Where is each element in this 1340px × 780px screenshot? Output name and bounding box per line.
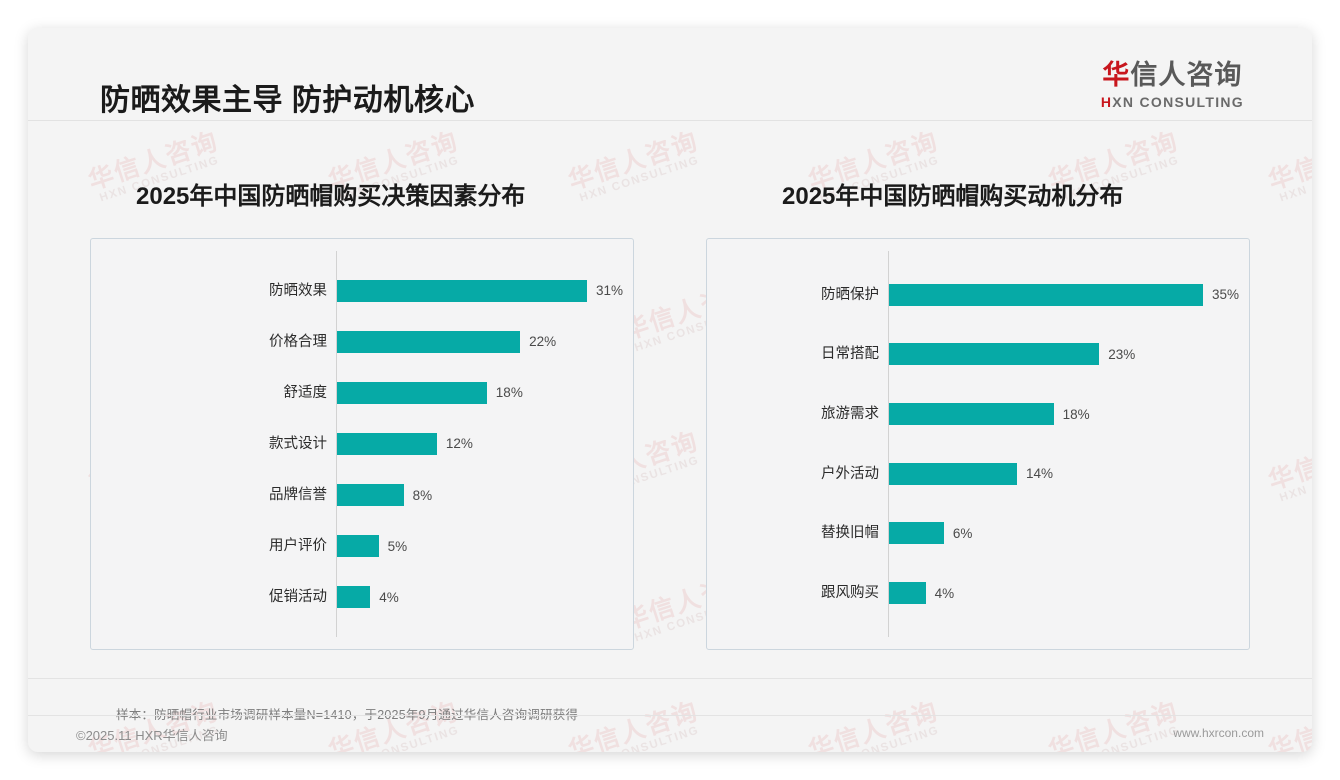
bar-value-label: 18%: [495, 385, 523, 401]
bar-row: 户外活动 14%: [707, 462, 1249, 485]
bar-track: 6%: [889, 522, 1239, 545]
bar-category-label: 防晒保护: [821, 286, 879, 303]
chart-panel-decision-factors: 防晒效果 31% 价格合理 22% 舒适度 18% 款式设计 12% 品牌信誉 8% 用户评价 5% 促…: [90, 238, 634, 650]
bar-category-label: 品牌信誉: [269, 487, 327, 504]
bar-track: 18%: [337, 381, 623, 404]
bar-category-label: 替换旧帽: [821, 525, 879, 542]
bar-value-label: 31%: [595, 283, 623, 299]
bar-row: 价格合理 22%: [91, 330, 633, 353]
page-title: 防晒效果主导 防护动机核心: [100, 84, 475, 117]
bar-track: 12%: [337, 432, 623, 455]
chart-panel-purchase-motivation: 防晒保护 35% 日常搭配 23% 旅游需求 18% 户外活动 14% 替换旧帽 6% 跟风购买 4%: [706, 238, 1250, 650]
bar-row: 舒适度 18%: [91, 381, 633, 404]
bar-value-label: 22%: [529, 334, 557, 350]
bar-fill: [337, 279, 587, 302]
bar-fill: [337, 535, 379, 558]
company-logo: 华信人咨询 HXN CONSULTING: [1101, 62, 1244, 110]
bar-value-label: 23%: [1108, 346, 1136, 362]
bar-row: 旅游需求 18%: [707, 403, 1249, 426]
slide-header: 防晒效果主导 防护动机核心 华信人咨询 HXN CONSULTING: [28, 28, 1312, 120]
bar-track: 31%: [337, 279, 623, 302]
bar-row: 日常搭配 23%: [707, 343, 1249, 366]
bar-track: 23%: [889, 343, 1239, 366]
chart-column-purchase-motivation: 2025年中国防晒帽购买动机分布 防晒保护 35% 日常搭配 23% 旅游需求 18% 户外…: [670, 120, 1312, 650]
chart-column-decision-factors: 2025年中国防晒帽购买决策因素分布 防晒效果 31% 价格合理 22% 舒适度 18% 款…: [28, 120, 670, 650]
bar-fill: [337, 484, 404, 507]
website-url[interactable]: www.hxrcon.com: [1173, 726, 1264, 740]
bar-row: 品牌信誉 8%: [91, 484, 633, 507]
bar-fill: [889, 403, 1054, 426]
plot-area-purchase-motivation: 防晒保护 35% 日常搭配 23% 旅游需求 18% 户外活动 14% 替换旧帽 6% 跟风购买 4%: [707, 239, 1249, 649]
bar-category-label: 价格合理: [269, 333, 327, 350]
logo-chinese-accent: 华: [1102, 60, 1131, 90]
plot-area-decision-factors: 防晒效果 31% 价格合理 22% 舒适度 18% 款式设计 12% 品牌信誉 8% 用户评价 5% 促…: [91, 239, 633, 649]
bar-row: 防晒效果 31%: [91, 279, 633, 302]
bar-category-label: 户外活动: [821, 465, 879, 482]
bar-category-label: 日常搭配: [821, 346, 879, 363]
bar-track: 22%: [337, 330, 623, 353]
bar-fill: [889, 582, 926, 605]
logo-english-rest: XN CONSULTING: [1112, 94, 1244, 110]
bar-category-label: 跟风购买: [821, 585, 879, 602]
logo-chinese: 华信人咨询: [1101, 62, 1244, 89]
bar-row: 跟风购买 4%: [707, 582, 1249, 605]
bar-track: 8%: [337, 484, 623, 507]
chart-title-purchase-motivation: 2025年中国防晒帽购买动机分布: [782, 183, 1124, 210]
bar-track: 35%: [889, 283, 1239, 306]
bar-track: 4%: [337, 586, 623, 609]
bar-row: 用户评价 5%: [91, 535, 633, 558]
bar-value-label: 4%: [934, 585, 955, 601]
bar-track: 14%: [889, 462, 1239, 485]
bar-fill: [889, 522, 944, 545]
bar-value-label: 4%: [379, 589, 399, 605]
bar-fill: [337, 330, 521, 353]
bar-value-label: 5%: [387, 538, 408, 554]
bar-value-label: 6%: [952, 525, 973, 541]
bar-track: 5%: [337, 535, 623, 558]
bar-row: 促销活动 4%: [91, 586, 633, 609]
chart-title-decision-factors: 2025年中国防晒帽购买决策因素分布: [136, 183, 526, 210]
bar-value-label: 18%: [1062, 406, 1090, 422]
logo-english: HXN CONSULTING: [1101, 95, 1244, 109]
bar-value-label: 35%: [1211, 287, 1239, 303]
bar-category-label: 防晒效果: [269, 282, 327, 299]
charts-area: 2025年中国防晒帽购买决策因素分布 防晒效果 31% 价格合理 22% 舒适度 18% 款…: [28, 120, 1312, 650]
bar-fill: [889, 343, 1100, 366]
bar-row: 防晒保护 35%: [707, 283, 1249, 306]
bar-category-label: 旅游需求: [821, 406, 879, 423]
bar-value-label: 14%: [1026, 466, 1054, 482]
bar-category-label: 舒适度: [283, 384, 328, 401]
bar-track: 18%: [889, 403, 1239, 426]
bar-fill: [337, 432, 437, 455]
logo-chinese-rest: 信人咨询: [1130, 60, 1243, 90]
footer-divider: [28, 715, 1312, 716]
bar-fill: [337, 381, 487, 404]
bar-category-label: 促销活动: [269, 589, 327, 606]
bar-category-label: 款式设计: [269, 435, 327, 452]
slide-footer: ©2025.11 HXR华信人咨询 www.hxrcon.com: [28, 716, 1312, 752]
bar-track: 4%: [889, 582, 1239, 605]
bar-fill: [337, 586, 371, 609]
bar-row: 款式设计 12%: [91, 432, 633, 455]
bar-value-label: 8%: [412, 487, 433, 503]
bar-fill: [889, 462, 1017, 485]
copyright-text: ©2025.11 HXR华信人咨询: [76, 728, 228, 743]
bar-row: 替换旧帽 6%: [707, 522, 1249, 545]
bar-fill: [889, 283, 1203, 306]
slide-card: 华信人咨询 HXN CONSULTING 华信人咨询 HXN CONSULTING 华信…: [28, 28, 1312, 752]
bar-category-label: 用户评价: [269, 538, 327, 555]
chart-axis-line: [888, 251, 889, 637]
header-divider: [28, 120, 1312, 121]
chart-axis-line: [336, 251, 337, 637]
bar-value-label: 12%: [445, 436, 473, 452]
footnote-divider: [28, 678, 1312, 679]
logo-english-accent: H: [1100, 94, 1113, 110]
